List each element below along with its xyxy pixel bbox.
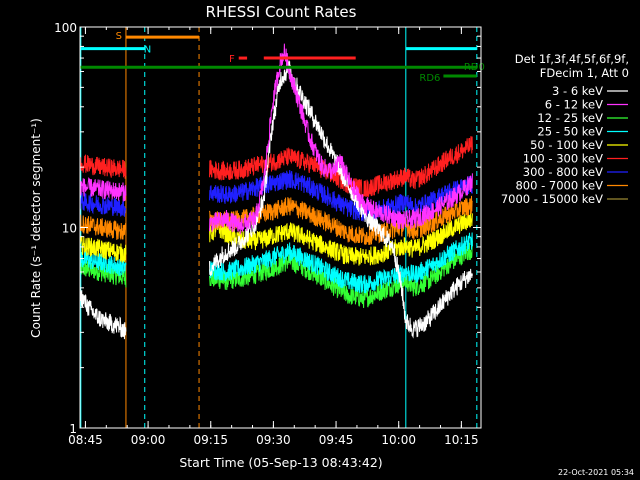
legend-label-0: 3 - 6 keV: [552, 84, 603, 98]
legend-label-4: 50 - 100 keV: [530, 138, 603, 152]
legend-label-3: 25 - 50 keV: [537, 125, 603, 139]
series-line-5: [79, 136, 473, 199]
x-tick-label-6: 10:15: [444, 433, 479, 447]
x-axis-label: Start Time (05-Sep-13 08:43:42): [179, 455, 382, 470]
x-tick-label-2: 09:15: [193, 433, 228, 447]
legend-label-7: 800 - 7000 keV: [515, 179, 603, 193]
legend-label-8: 7000 - 15000 keV: [501, 192, 603, 206]
y-tick-label-2: 100: [54, 21, 77, 35]
chart-title: RHESSI Count Rates: [206, 3, 357, 21]
axis-ticks: 08:45 09:00 09:15 09:30 09:45 10:00 10:15 1 10 10…: [54, 21, 481, 447]
legend-label-5: 100 - 300 keV: [523, 152, 603, 166]
legend-header-line-1: Det 1f,3f,4f,5f,6f,9f,: [515, 52, 629, 66]
state-bar-label-1: N: [144, 45, 151, 56]
x-tick-label-5: 10:00: [381, 433, 416, 447]
y-tick-label-1: 10: [62, 222, 77, 236]
legend-label-2: 12 - 25 keV: [537, 111, 603, 125]
legend-header-line-2: FDecim 1, Att 0: [540, 66, 629, 80]
y-axis-label: Count Rate (s⁻¹ detector segment⁻¹): [29, 118, 43, 338]
x-tick-label-0: 08:45: [68, 433, 103, 447]
state-bar-label-5: RD0: [464, 62, 485, 73]
legend: Det 1f,3f,4f,5f,6f,9f, FDecim 1, Att 0 3…: [501, 52, 629, 206]
state-bar-label-0: S: [116, 31, 122, 42]
x-tick-label-3: 09:30: [256, 433, 291, 447]
series-line-6: [79, 170, 473, 222]
series-line-1: [79, 43, 473, 235]
generation-timestamp: 22-Oct-2021 05:34: [558, 468, 634, 477]
x-tick-label-4: 09:45: [319, 433, 354, 447]
legend-label-6: 300 - 800 keV: [523, 165, 603, 179]
legend-label-1: 6 - 12 keV: [545, 98, 603, 112]
y-tick-label-0: 1: [69, 422, 77, 436]
state-bar-label-3: F: [229, 54, 235, 65]
x-tick-label-1: 09:00: [131, 433, 166, 447]
plot-area: S N F RD0 RD6: [79, 27, 485, 428]
series-line-3: [79, 232, 473, 294]
state-bar-label-6: RD6: [419, 73, 440, 84]
